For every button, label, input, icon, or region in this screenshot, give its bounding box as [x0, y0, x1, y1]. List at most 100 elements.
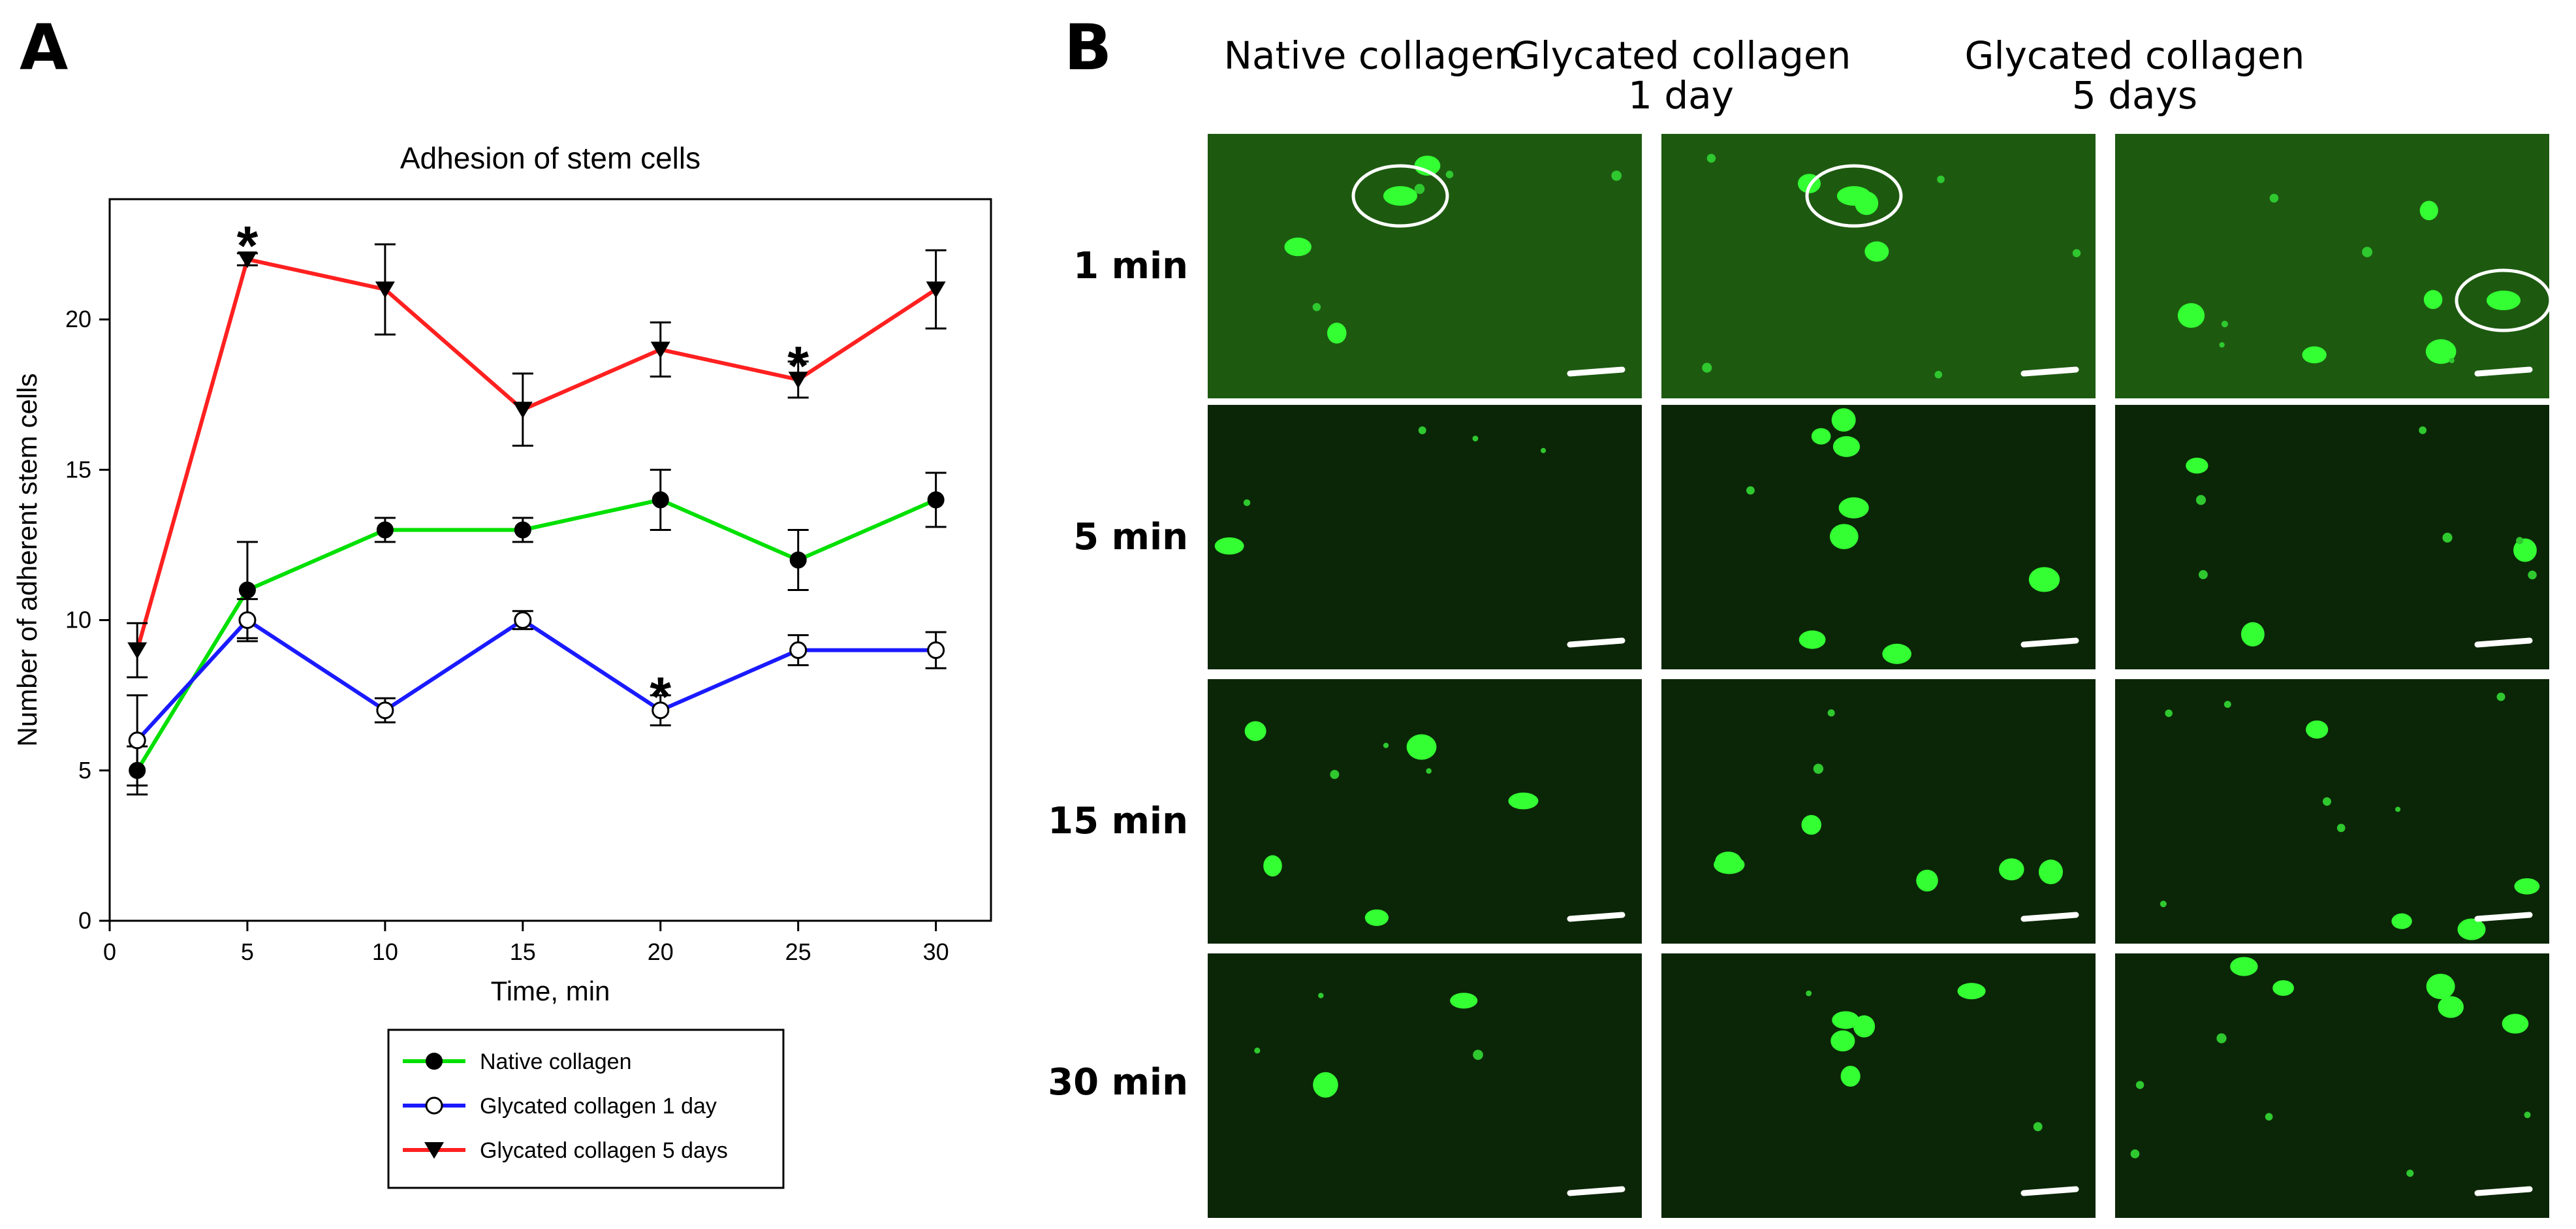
stem-cell: [1414, 155, 1441, 176]
stem-cell: [1426, 768, 1432, 774]
micrograph-background: [1661, 953, 2096, 1218]
stem-cell: [1450, 993, 1478, 1009]
stem-cell: [1864, 241, 1889, 262]
series-line: [135, 257, 937, 651]
data-point: [424, 1142, 444, 1159]
stem-cell: [1254, 1047, 1261, 1054]
stem-cell: [2496, 692, 2505, 701]
stem-cell: [2177, 303, 2205, 328]
stem-cell: [1827, 709, 1835, 717]
stem-cell: [1746, 486, 1755, 495]
micrograph-background: [1661, 405, 2096, 669]
stem-cell: [2039, 859, 2064, 885]
micrograph-15-min-col-1: [1208, 679, 1642, 944]
stem-cell: [2216, 1033, 2227, 1044]
stem-cell: [1263, 855, 1282, 877]
micrograph-background: [2115, 134, 2549, 398]
stem-cell: [2457, 918, 2486, 940]
stem-cell: [2426, 974, 2455, 999]
legend-label: Glycated collagen 1 day: [480, 1094, 717, 1119]
data-point: [128, 731, 146, 750]
row-label-15-min: 15 min: [1048, 800, 1188, 842]
significance-marker: *: [237, 215, 259, 276]
data-point: [375, 281, 395, 298]
stem-cell: [2195, 495, 2207, 505]
significance-marker: *: [787, 335, 809, 396]
stem-cell: [2425, 339, 2457, 364]
column-title: Glycated collagen: [1511, 33, 1851, 78]
micrograph-5-min-col-1: [1208, 405, 1642, 669]
x-tick-label: 10: [372, 938, 398, 965]
micrograph-15-min-col-3: [2115, 679, 2549, 944]
stem-cell: [2221, 321, 2229, 328]
stem-cell: [2135, 1081, 2144, 1089]
stem-cell: [1330, 770, 1340, 779]
data-point: [514, 521, 531, 539]
stem-cell: [2165, 709, 2173, 717]
data-point: [376, 701, 394, 720]
micrograph-background: [2115, 679, 2549, 944]
stem-cell: [2514, 878, 2540, 895]
micrograph-background: [1208, 953, 1642, 1218]
data-point: [514, 611, 532, 630]
stem-cell: [2419, 426, 2427, 434]
column-header-native: Native collagen: [1188, 36, 1554, 76]
data-point: [926, 281, 946, 298]
stem-cell: [2160, 901, 2167, 908]
y-tick-label: 5: [78, 757, 91, 784]
stem-cell: [2240, 622, 2265, 646]
stem-cell: [2502, 1014, 2529, 1034]
stem-cell: [1244, 721, 1266, 741]
plot-frame: [108, 198, 992, 922]
micrograph-30-min-col-2: [1661, 953, 2096, 1218]
stem-cell: [1243, 499, 1251, 507]
micrograph-15-min-col-2: [1661, 679, 2096, 944]
stem-cell: [2219, 342, 2225, 348]
column-header-glycated-1-day: Glycated collagen 1 day: [1498, 36, 1864, 116]
stem-cell: [1473, 1049, 1483, 1061]
micrograph-5-min-col-3: [2115, 405, 2549, 669]
data-point: [788, 372, 808, 389]
stem-cell: [2302, 346, 2327, 364]
scale-bar: [2474, 1186, 2533, 1196]
stem-cell: [2406, 1170, 2414, 1177]
stem-cell: [1611, 170, 1622, 181]
y-axis-label: Number of adherent stem cells: [12, 374, 42, 747]
row-label-30-min: 30 min: [1048, 1061, 1188, 1104]
micrograph-1-min-col-2: [1661, 134, 2096, 398]
stem-cell: [1472, 436, 1479, 441]
stem-cell: [2306, 720, 2329, 739]
stem-cell: [1831, 408, 1856, 432]
scale-bar: [2020, 912, 2079, 922]
stem-cell: [2198, 570, 2208, 579]
stem-cell: [1312, 303, 1321, 311]
micrograph-1-min-col-3: [2115, 134, 2549, 398]
stem-cell: [2528, 570, 2537, 580]
legend-box: [387, 1029, 785, 1189]
stem-cell: [1832, 1011, 1860, 1029]
stem-cell: [2269, 193, 2279, 203]
scale-bar: [2474, 912, 2533, 922]
stem-cell: [2438, 996, 2464, 1018]
stem-cell: [1418, 426, 1426, 434]
stem-cell: [1284, 237, 1312, 257]
stem-cell: [1840, 1066, 1861, 1087]
panel-b: B Native collagen Glycated collagen 1 da…: [1045, 0, 2576, 1226]
micrograph-background: [1661, 679, 2096, 944]
stem-cell: [2419, 200, 2438, 221]
stem-cell: [1838, 497, 1869, 519]
significance-marker: *: [650, 665, 671, 727]
stem-cell: [1702, 362, 1712, 373]
data-point: [376, 521, 394, 539]
stem-cell: [1811, 428, 1831, 445]
stem-cell: [2513, 538, 2537, 562]
scale-bar: [2474, 637, 2533, 648]
stem-cell: [2265, 1113, 2273, 1121]
data-point: [237, 251, 257, 268]
scale-bar: [2474, 366, 2533, 377]
stem-cell: [1327, 323, 1347, 344]
x-tick-label: 25: [785, 938, 811, 965]
micrograph-30-min-col-3: [2115, 953, 2549, 1218]
stem-cell: [1798, 630, 1826, 649]
stem-cell: [2223, 701, 2231, 708]
